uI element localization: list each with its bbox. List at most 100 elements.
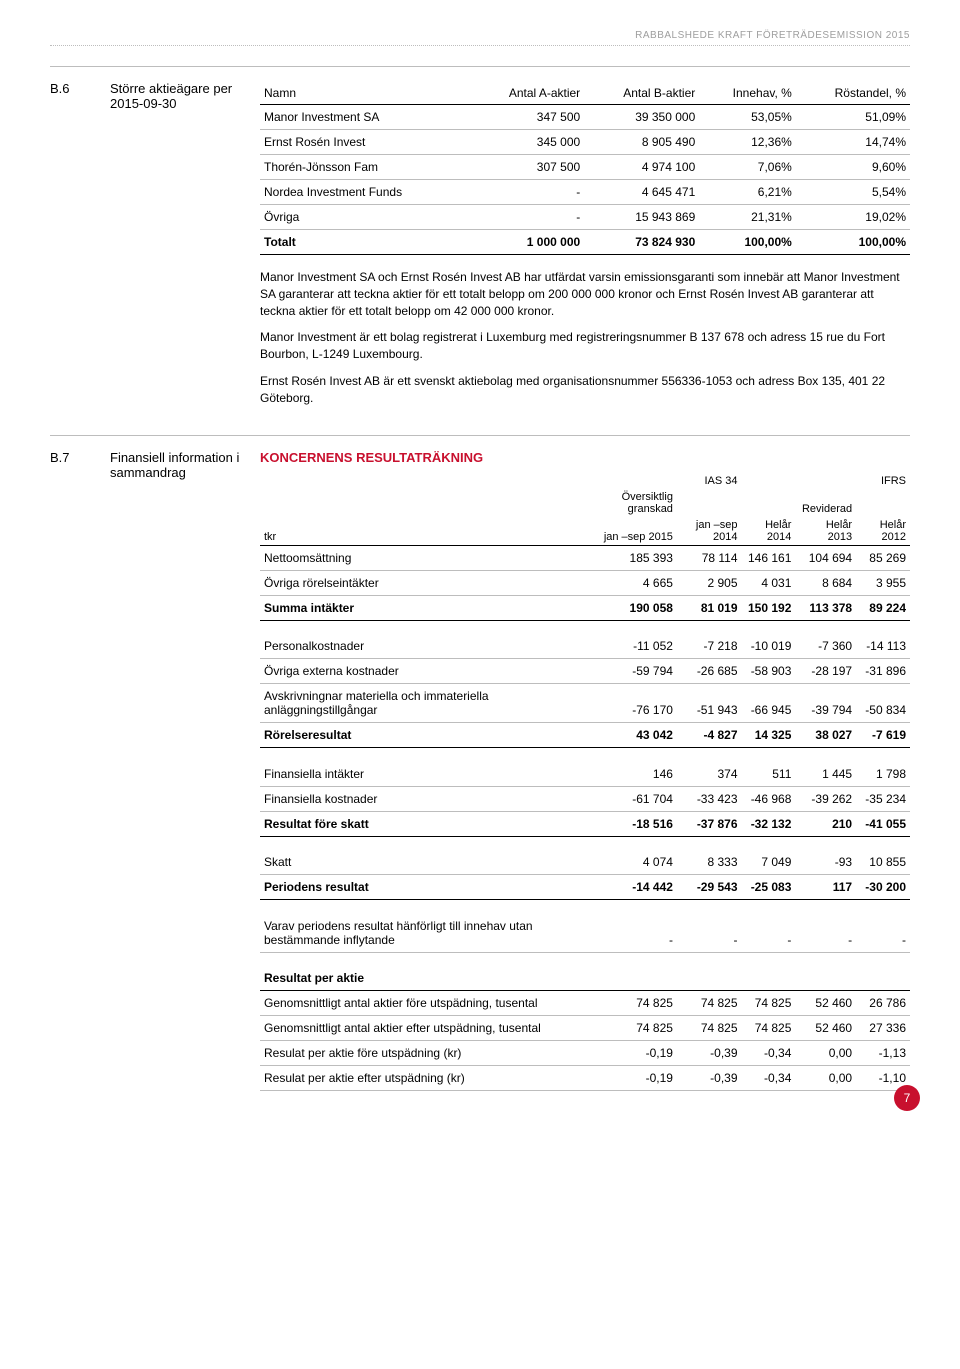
cell: 4 665 bbox=[584, 570, 677, 595]
cell: 100,00% bbox=[796, 230, 910, 255]
table-row: Rörelseresultat43 042-4 82714 32538 027-… bbox=[260, 723, 910, 748]
cell: Övriga bbox=[260, 205, 470, 230]
cell: 100,00% bbox=[699, 230, 796, 255]
cell: 39 350 000 bbox=[584, 105, 699, 130]
cell: -18 516 bbox=[584, 811, 677, 836]
cell: 10 855 bbox=[856, 850, 910, 875]
cell: 104 694 bbox=[795, 545, 856, 570]
cell: 89 224 bbox=[856, 595, 910, 620]
table-row: Finansiella kostnader-61 704-33 423-46 9… bbox=[260, 786, 910, 811]
cell: - bbox=[742, 914, 796, 953]
cell: Manor Investment SA bbox=[260, 105, 470, 130]
cell: 113 378 bbox=[795, 595, 856, 620]
cell: Finansiella kostnader bbox=[260, 786, 584, 811]
cell: 3 955 bbox=[856, 570, 910, 595]
cell: 53,05% bbox=[699, 105, 796, 130]
cell: -25 083 bbox=[742, 875, 796, 900]
cell: 51,09% bbox=[796, 105, 910, 130]
section-content: Namn Antal A-aktier Antal B-aktier Inneh… bbox=[260, 81, 910, 417]
cell: 38 027 bbox=[795, 723, 856, 748]
col-header: Antal A-aktier bbox=[470, 81, 584, 105]
oversiktlig-header: Översiktlig granskad bbox=[584, 489, 677, 517]
cell: 52 460 bbox=[795, 991, 856, 1016]
cell: Rörelseresultat bbox=[260, 723, 584, 748]
cell: - bbox=[470, 205, 584, 230]
cell: - bbox=[470, 180, 584, 205]
col-header: Namn bbox=[260, 81, 470, 105]
cell: -46 968 bbox=[742, 786, 796, 811]
section-b7: B.7 Finansiell information i sammandrag … bbox=[50, 435, 910, 1092]
cell: 146 161 bbox=[742, 545, 796, 570]
cell: 8 905 490 bbox=[584, 130, 699, 155]
header-rule bbox=[50, 45, 910, 46]
cell: 146 bbox=[584, 762, 677, 787]
cell: 8 684 bbox=[795, 570, 856, 595]
cell: 73 824 930 bbox=[584, 230, 699, 255]
per-share-title: Resultat per aktie bbox=[260, 966, 910, 991]
cell: -35 234 bbox=[856, 786, 910, 811]
cell: Resulat per aktie före utspädning (kr) bbox=[260, 1041, 584, 1066]
cell: -0,34 bbox=[742, 1066, 796, 1091]
cell: Genomsnittligt antal aktier efter utspäd… bbox=[260, 1016, 584, 1041]
cell: 7 049 bbox=[742, 850, 796, 875]
cell: Summa intäkter bbox=[260, 595, 584, 620]
cell: 511 bbox=[742, 762, 796, 787]
cell: 374 bbox=[677, 762, 742, 787]
table-row: Thorén-Jönsson Fam307 5004 974 1007,06%9… bbox=[260, 155, 910, 180]
col-header: jan –sep 2015 bbox=[584, 517, 677, 546]
per-share-title-row: Resultat per aktie bbox=[260, 966, 910, 991]
page-header: RABBALSHEDE KRAFT FÖRETRÄDESEMISSION 201… bbox=[50, 30, 910, 41]
paragraph: Manor Investment är ett bolag registrera… bbox=[260, 329, 910, 363]
cell: 9,60% bbox=[796, 155, 910, 180]
ifrs-header: IFRS bbox=[742, 473, 910, 489]
cell: Övriga rörelseintäkter bbox=[260, 570, 584, 595]
cell: 43 042 bbox=[584, 723, 677, 748]
table-row: Periodens resultat-14 442-29 543-25 0831… bbox=[260, 875, 910, 900]
table-row: Summa intäkter190 05881 019150 192113 37… bbox=[260, 595, 910, 620]
cell: 0,00 bbox=[795, 1066, 856, 1091]
cell: Thorén-Jönsson Fam bbox=[260, 155, 470, 180]
table-row: Övriga rörelseintäkter4 6652 9054 0318 6… bbox=[260, 570, 910, 595]
cell: - bbox=[677, 914, 742, 953]
section-code: B.7 bbox=[50, 450, 100, 1092]
col-header: jan –sep 2014 bbox=[677, 517, 742, 546]
paragraph: Ernst Rosén Invest AB är ett svenskt akt… bbox=[260, 373, 910, 407]
cell: 74 825 bbox=[677, 991, 742, 1016]
cell: 6,21% bbox=[699, 180, 796, 205]
cell: 307 500 bbox=[470, 155, 584, 180]
cell: Avskrivningnar materiella och immateriel… bbox=[260, 684, 584, 723]
table-row: Genomsnittligt antal aktier före utspädn… bbox=[260, 991, 910, 1016]
cell: -32 132 bbox=[742, 811, 796, 836]
section-label: Finansiell information i sammandrag bbox=[110, 450, 250, 1092]
cell: -1,13 bbox=[856, 1041, 910, 1066]
table-row: Nordea Investment Funds-4 645 4716,21%5,… bbox=[260, 180, 910, 205]
cell: 4 074 bbox=[584, 850, 677, 875]
income-statement-table: IAS 34 IFRS Översiktlig granskad Revider… bbox=[260, 473, 910, 1092]
cell: -66 945 bbox=[742, 684, 796, 723]
paragraph: Manor Investment SA och Ernst Rosén Inve… bbox=[260, 269, 910, 319]
table-row: Manor Investment SA347 50039 350 00053,0… bbox=[260, 105, 910, 130]
cell: Nettoomsättning bbox=[260, 545, 584, 570]
cell: -7 360 bbox=[795, 634, 856, 659]
cell: -51 943 bbox=[677, 684, 742, 723]
cell: -41 055 bbox=[856, 811, 910, 836]
col-header: tkr bbox=[260, 517, 584, 546]
cell: - bbox=[795, 914, 856, 953]
cell: 26 786 bbox=[856, 991, 910, 1016]
cell: 74 825 bbox=[742, 991, 796, 1016]
cell: -37 876 bbox=[677, 811, 742, 836]
body-text: Manor Investment SA och Ernst Rosén Inve… bbox=[260, 269, 910, 407]
table-row: Varav periodens resultat hänförligt till… bbox=[260, 914, 910, 953]
cell: Finansiella intäkter bbox=[260, 762, 584, 787]
table-row: Genomsnittligt antal aktier efter utspäd… bbox=[260, 1016, 910, 1041]
cell: 85 269 bbox=[856, 545, 910, 570]
cell: Resulat per aktie efter utspädning (kr) bbox=[260, 1066, 584, 1091]
col-header: Antal B-aktier bbox=[584, 81, 699, 105]
table-row: Resulat per aktie före utspädning (kr)-0… bbox=[260, 1041, 910, 1066]
table-row: Avskrivningnar materiella och immateriel… bbox=[260, 684, 910, 723]
cell: -58 903 bbox=[742, 659, 796, 684]
cell: 14,74% bbox=[796, 130, 910, 155]
cell: Skatt bbox=[260, 850, 584, 875]
cell: -14 442 bbox=[584, 875, 677, 900]
cell: 81 019 bbox=[677, 595, 742, 620]
